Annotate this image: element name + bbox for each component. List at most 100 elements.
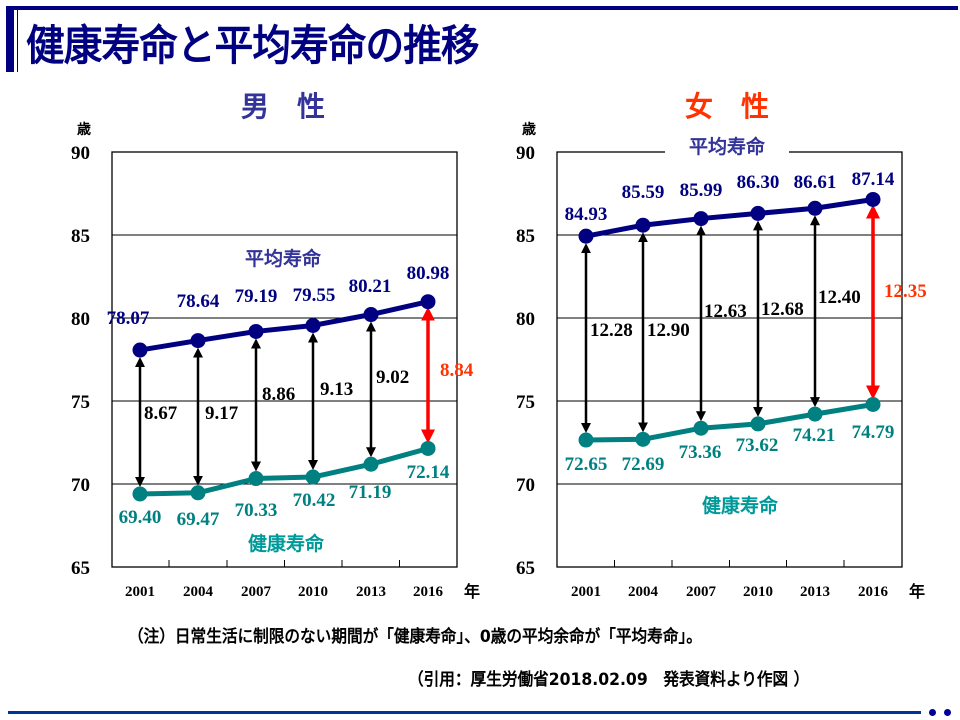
gap-label: 12.63 <box>704 301 747 322</box>
avg-life-point <box>693 211 709 227</box>
avg-life-data-label: 86.61 <box>794 172 837 193</box>
avg-life-line <box>585 197 874 239</box>
avg-life-data-label: 78.64 <box>177 291 220 312</box>
healthy-life-line <box>139 446 429 497</box>
avg-life-series-label: 平均寿命 <box>689 135 766 158</box>
avg-life-point <box>750 205 766 221</box>
decor-dot-icon <box>944 709 951 716</box>
healthy-life-data-label: 74.21 <box>793 425 836 446</box>
avg-life-point <box>132 342 148 358</box>
healthy-life-point <box>363 456 379 472</box>
x-tick-label: 2004 <box>628 584 659 600</box>
healthy-life-point <box>132 486 148 502</box>
healthy-life-point <box>578 432 594 448</box>
healthy-life-data-label: 69.40 <box>119 507 162 528</box>
x-tick-label: 2004 <box>183 584 214 600</box>
avg-life-data-label: 85.99 <box>680 180 723 201</box>
avg-life-point <box>305 317 321 333</box>
avg-life-point <box>248 323 264 339</box>
avg-life-data-label: 85.59 <box>622 182 665 203</box>
avg-life-point <box>807 200 823 216</box>
avg-life-data-label: 86.30 <box>737 172 780 193</box>
y-tick-label: 80 <box>516 309 535 330</box>
healthy-life-data-label: 70.33 <box>235 500 278 521</box>
healthy-life-point <box>190 485 206 501</box>
gap-label: 9.17 <box>205 403 239 424</box>
top-rule <box>8 6 958 10</box>
footnote: （注）日常生活に制限のない期間が「健康寿命」、0歳の平均余命が「平均寿命」。 <box>128 627 702 647</box>
healthy-life-series-label: 健康寿命 <box>702 494 779 517</box>
avg-life-point <box>578 228 594 244</box>
healthy-life-point <box>807 406 823 422</box>
healthy-life-data-label: 73.62 <box>736 435 779 456</box>
healthy-life-data-label: 72.14 <box>407 462 450 483</box>
x-tick-label: 2010 <box>743 584 773 600</box>
x-tick-label: 2007 <box>686 584 717 600</box>
avg-life-point <box>363 307 379 323</box>
x-tick-label: 2013 <box>800 584 830 600</box>
healthy-life-data-label: 74.79 <box>852 422 895 443</box>
healthy-life-point <box>693 420 709 436</box>
latest-gap-label: 8.84 <box>440 360 474 381</box>
x-tick-label: 2016 <box>858 584 889 600</box>
gap-label: 8.86 <box>262 384 295 405</box>
avg-life-point <box>190 333 206 349</box>
healthy-life-data-label: 72.69 <box>622 454 665 475</box>
label-backdrop <box>665 148 789 156</box>
healthy-life-point <box>865 396 881 412</box>
x-tick-label: 2010 <box>298 584 328 600</box>
gap-label: 9.13 <box>320 379 353 400</box>
chart-title: 男 性 <box>241 90 325 123</box>
y-tick-label: 90 <box>71 143 90 164</box>
avg-life-data-label: 79.19 <box>235 286 278 307</box>
avg-life-point <box>865 191 881 207</box>
healthy-life-data-label: 72.65 <box>565 454 608 475</box>
avg-life-data-label: 87.14 <box>852 169 895 190</box>
chart-title: 女 性 <box>685 90 769 123</box>
x-tick-label: 2001 <box>571 584 601 600</box>
source-citation: （引用：厚生労働省2018.02.09 発表資料より作図 ） <box>408 670 810 690</box>
gap-label: 12.40 <box>818 287 861 308</box>
avg-life-point <box>420 294 436 310</box>
healthy-life-point <box>420 440 436 456</box>
avg-life-data-label: 84.93 <box>565 204 608 225</box>
healthy-life-data-label: 73.36 <box>679 442 722 463</box>
healthy-life-point <box>248 471 264 487</box>
title-accent-line <box>17 10 18 72</box>
y-tick-label: 70 <box>516 475 535 496</box>
y-tick-label: 70 <box>71 475 90 496</box>
healthy-life-data-label: 69.47 <box>177 509 220 530</box>
healthy-life-series-label: 健康寿命 <box>248 532 325 555</box>
avg-life-line <box>139 299 429 353</box>
y-tick-label: 85 <box>516 226 535 247</box>
bottom-rule <box>8 711 921 714</box>
gap-label: 9.02 <box>376 367 409 388</box>
decor-dot-icon <box>929 709 936 716</box>
y-axis-unit-label: 歳 <box>522 121 536 138</box>
avg-life-data-label: 78.07 <box>107 308 150 329</box>
title-accent-bar <box>6 6 14 72</box>
y-tick-label: 75 <box>71 392 90 413</box>
x-tick-label: 2013 <box>356 584 386 600</box>
gap-label: 8.67 <box>144 403 178 424</box>
y-tick-label: 90 <box>516 143 535 164</box>
plot-frame <box>111 151 458 568</box>
healthy-life-point <box>750 416 766 432</box>
x-axis-unit-label: 年 <box>909 582 925 601</box>
latest-gap-label: 12.35 <box>884 281 927 302</box>
y-tick-label: 80 <box>71 309 90 330</box>
x-tick-label: 2016 <box>413 584 444 600</box>
gap-label: 12.68 <box>761 299 804 320</box>
healthy-life-data-label: 71.19 <box>349 482 392 503</box>
avg-life-series-label: 平均寿命 <box>245 247 322 270</box>
avg-life-data-label: 79.55 <box>293 285 336 306</box>
avg-life-point <box>635 217 651 233</box>
healthy-life-data-label: 70.42 <box>293 490 336 511</box>
x-axis-unit-label: 年 <box>464 582 480 601</box>
y-axis-unit-label: 歳 <box>77 121 91 138</box>
y-tick-label: 65 <box>516 558 535 579</box>
avg-life-data-label: 80.21 <box>349 276 392 297</box>
y-tick-label: 65 <box>71 558 90 579</box>
x-tick-label: 2001 <box>125 584 155 600</box>
